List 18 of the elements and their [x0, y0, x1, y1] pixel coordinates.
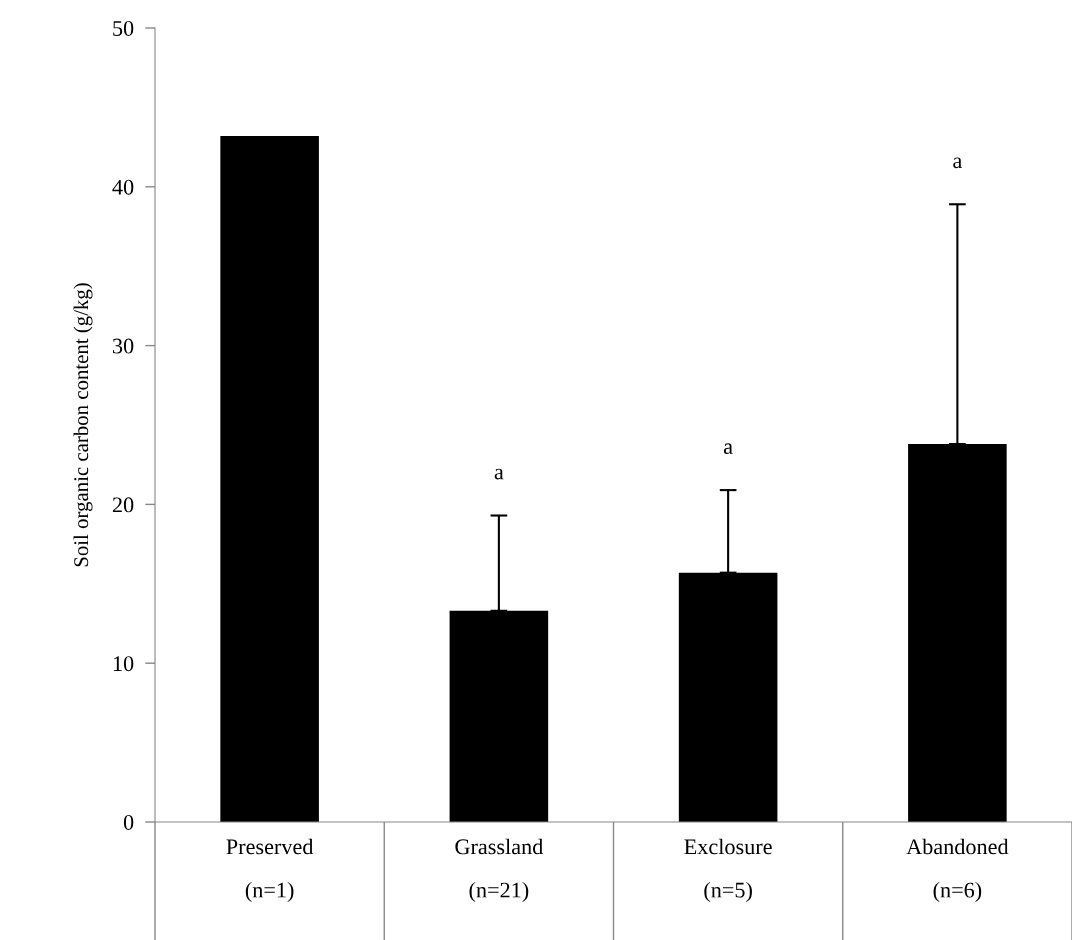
y-axis-title: Soil organic carbon content (g/kg) — [73, 283, 93, 567]
category-label: Grassland (n=21) — [455, 838, 544, 903]
category-label: Preserved (n=1) — [226, 838, 314, 903]
annotation: a — [494, 468, 504, 480]
bar — [220, 135, 319, 822]
y-tick-label: 0 — [123, 814, 134, 830]
category-label: Exclosure (n=5) — [684, 838, 772, 903]
annotation: a — [953, 157, 962, 169]
y-tick-label: 20 — [112, 497, 134, 513]
annotation: a — [723, 443, 733, 454]
bar — [678, 572, 778, 822]
bar — [908, 444, 1007, 822]
y-tick-label: 30 — [113, 338, 134, 354]
bar — [449, 610, 549, 822]
y-tick-label: 10 — [113, 656, 134, 672]
y-tick-label: 50 — [113, 20, 134, 36]
category-label: Abandoned (n=6) — [906, 838, 1009, 903]
y-tick-label: 40 — [112, 179, 134, 195]
